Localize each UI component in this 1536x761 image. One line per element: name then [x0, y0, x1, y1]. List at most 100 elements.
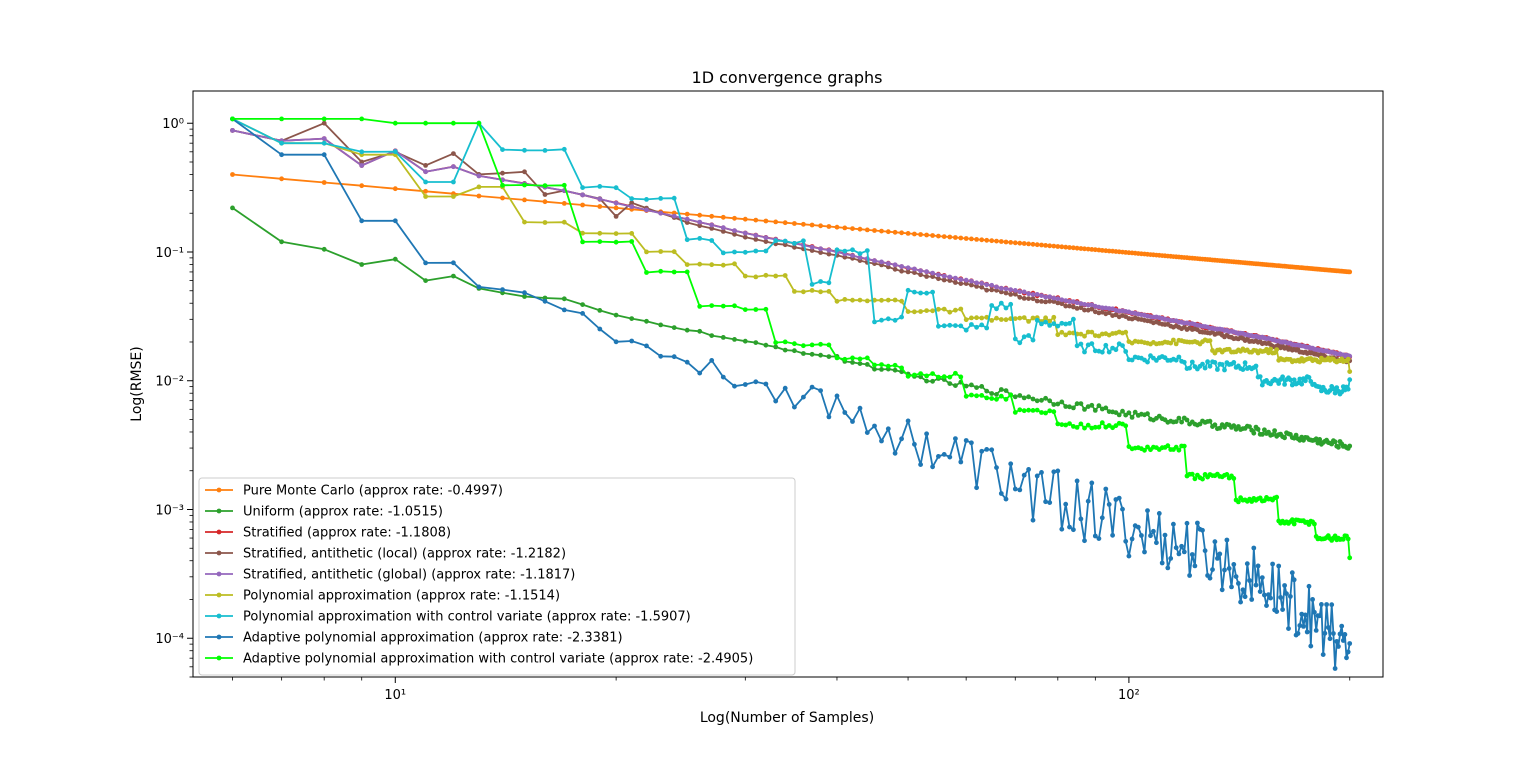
data-point [629, 239, 635, 244]
legend-entry: Stratified (approx rate: -1.1808) [205, 526, 451, 541]
data-point [1059, 399, 1065, 405]
data-point [1123, 349, 1129, 354]
data-point [1026, 394, 1031, 400]
data-point [1089, 247, 1095, 252]
data-point [989, 282, 995, 288]
data-point [782, 242, 788, 248]
data-point [974, 237, 979, 242]
data-point [644, 249, 649, 255]
data-point [994, 465, 999, 470]
data-point [1270, 432, 1275, 437]
data-point [930, 274, 935, 279]
data-point [958, 374, 964, 380]
data-point [1189, 552, 1195, 557]
data-point [359, 218, 365, 224]
data-point [613, 312, 619, 318]
data-point [857, 361, 863, 366]
data-point [1063, 321, 1069, 327]
data-point [359, 183, 365, 189]
data-point [1106, 310, 1112, 316]
data-point [1145, 411, 1150, 417]
data-point [1030, 292, 1036, 297]
data-point [936, 233, 941, 239]
data-point [1078, 301, 1084, 306]
data-point [792, 341, 797, 347]
data-point [1089, 306, 1095, 312]
series-4 [230, 127, 1353, 359]
legend-marker [216, 508, 222, 514]
data-point [279, 239, 284, 245]
data-point [918, 309, 923, 314]
data-point [1071, 405, 1076, 411]
data-point [709, 333, 715, 338]
data-point [1253, 363, 1259, 369]
data-point [998, 393, 1004, 399]
data-point [1017, 407, 1023, 413]
data-point [792, 221, 797, 226]
data-point [864, 430, 870, 435]
data-point [697, 219, 703, 225]
data-point [1021, 241, 1027, 246]
data-point [1236, 499, 1241, 505]
data-point [1030, 337, 1036, 343]
data-point [684, 237, 690, 243]
data-point [864, 227, 870, 233]
data-point [1085, 498, 1091, 504]
data-point [1078, 401, 1084, 406]
data-point [1074, 478, 1080, 484]
y-tick-label: 10⁻³ [155, 503, 184, 518]
data-point [953, 235, 958, 240]
data-point [1187, 365, 1192, 371]
data-point [1262, 427, 1267, 433]
data-point [1067, 404, 1072, 410]
data-point [542, 295, 548, 301]
series-8 [230, 116, 1353, 561]
data-point [732, 215, 737, 221]
data-point [580, 230, 585, 236]
data-point [1176, 551, 1182, 557]
data-point [561, 182, 567, 188]
data-point [1096, 424, 1102, 430]
data-point [1312, 609, 1317, 615]
data-point [542, 192, 548, 197]
data-point [1126, 553, 1132, 559]
data-point [953, 323, 958, 328]
data-point [1012, 291, 1018, 297]
data-point [1284, 591, 1289, 597]
data-point [953, 436, 958, 441]
data-point [912, 441, 917, 447]
data-point [782, 273, 788, 278]
data-point [423, 169, 428, 175]
data-point [580, 202, 585, 208]
data-point [1253, 582, 1259, 588]
data-point [1071, 316, 1076, 322]
legend-box [198, 477, 796, 676]
data-point [1242, 594, 1248, 600]
data-point [1176, 354, 1182, 360]
data-point [1334, 385, 1340, 390]
data-point [1071, 424, 1076, 429]
data-point [912, 372, 917, 378]
data-point [958, 459, 964, 465]
data-point [1181, 359, 1187, 365]
data-point [684, 269, 690, 275]
data-point [1067, 299, 1072, 304]
data-point [1092, 333, 1098, 338]
data-point [963, 327, 969, 333]
legend: Pure Monte Carlo (approx rate: -0.4997) U… [198, 477, 796, 676]
data-point [1240, 587, 1246, 593]
data-point [941, 306, 947, 312]
legend-entry: Adaptive polynomial approximation with c… [205, 652, 753, 667]
data-point [924, 373, 929, 379]
data-point [644, 197, 649, 202]
data-point [872, 362, 877, 368]
data-point [857, 251, 863, 256]
data-point [1176, 447, 1182, 453]
data-point [963, 317, 969, 323]
data-point [1226, 566, 1232, 571]
data-point [763, 218, 769, 224]
data-point [963, 438, 969, 443]
data-point [1082, 307, 1087, 313]
data-point [613, 200, 619, 206]
data-point [1017, 240, 1023, 246]
